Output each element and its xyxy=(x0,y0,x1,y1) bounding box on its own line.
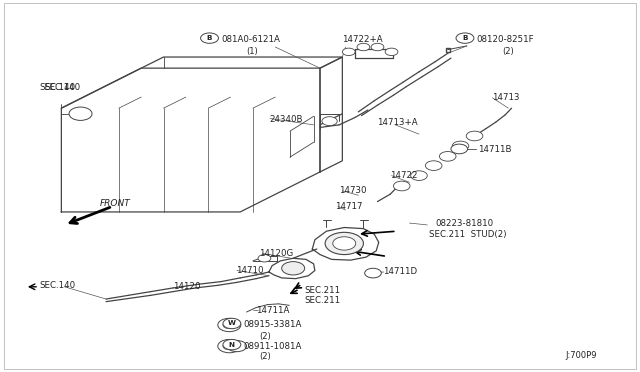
Circle shape xyxy=(411,171,428,180)
Circle shape xyxy=(452,141,468,151)
Text: 081A0-6121A: 081A0-6121A xyxy=(221,35,280,44)
Circle shape xyxy=(365,268,381,278)
Text: J:700P9: J:700P9 xyxy=(566,351,597,360)
Circle shape xyxy=(385,48,398,55)
Text: N: N xyxy=(229,341,235,347)
Circle shape xyxy=(333,237,356,250)
Circle shape xyxy=(394,181,410,191)
Circle shape xyxy=(227,340,246,352)
Text: 14722: 14722 xyxy=(390,171,418,180)
Text: SEC.211: SEC.211 xyxy=(305,296,340,305)
Text: W: W xyxy=(228,321,236,327)
Circle shape xyxy=(258,254,271,262)
Text: 14710: 14710 xyxy=(236,266,263,275)
Circle shape xyxy=(426,161,442,170)
Text: 14711A: 14711A xyxy=(256,306,289,315)
Circle shape xyxy=(456,33,474,43)
Text: 08915-3381A: 08915-3381A xyxy=(243,321,301,330)
Circle shape xyxy=(223,318,241,329)
Circle shape xyxy=(218,318,241,332)
Text: (2): (2) xyxy=(502,47,514,56)
Text: 14120: 14120 xyxy=(173,282,200,291)
Text: 14730: 14730 xyxy=(339,186,367,195)
Text: SEC.140: SEC.140 xyxy=(44,83,80,92)
Text: 14711D: 14711D xyxy=(383,267,417,276)
Text: (2): (2) xyxy=(259,352,271,361)
Circle shape xyxy=(322,117,337,126)
Text: 08120-8251F: 08120-8251F xyxy=(476,35,534,44)
Circle shape xyxy=(325,232,364,254)
Circle shape xyxy=(467,131,483,141)
Text: SEC.211: SEC.211 xyxy=(305,286,340,295)
Circle shape xyxy=(223,339,241,350)
Text: 14711B: 14711B xyxy=(478,145,512,154)
Circle shape xyxy=(440,151,456,161)
Text: 14717: 14717 xyxy=(335,202,362,211)
Circle shape xyxy=(69,107,92,121)
Text: 14713+A: 14713+A xyxy=(378,118,418,127)
Text: SEC.140: SEC.140 xyxy=(39,83,75,92)
Text: 14722+A: 14722+A xyxy=(342,35,383,44)
Circle shape xyxy=(357,43,370,51)
Circle shape xyxy=(223,321,236,329)
Circle shape xyxy=(282,262,305,275)
Text: SEC.140: SEC.140 xyxy=(39,281,75,290)
Text: 24340B: 24340B xyxy=(269,115,303,124)
Circle shape xyxy=(342,48,355,55)
Text: SEC.211  STUD(2): SEC.211 STUD(2) xyxy=(429,230,506,240)
Circle shape xyxy=(451,144,467,154)
Text: (2): (2) xyxy=(259,331,271,341)
Text: FRONT: FRONT xyxy=(100,199,131,208)
Text: B: B xyxy=(207,35,212,41)
Circle shape xyxy=(218,339,241,353)
Text: 08223-81810: 08223-81810 xyxy=(435,219,493,228)
Text: (1): (1) xyxy=(246,47,259,56)
Circle shape xyxy=(223,342,236,350)
Text: 14120G: 14120G xyxy=(259,249,294,258)
Text: 08911-1081A: 08911-1081A xyxy=(243,341,301,350)
Circle shape xyxy=(371,43,384,51)
Circle shape xyxy=(200,33,218,43)
Text: 14713: 14713 xyxy=(492,93,520,102)
Text: B: B xyxy=(462,35,468,41)
